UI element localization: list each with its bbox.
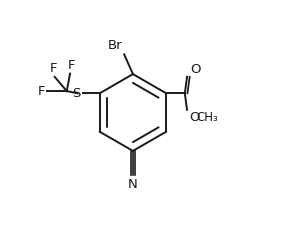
- Text: N: N: [128, 178, 138, 191]
- Text: O: O: [190, 111, 200, 124]
- Text: Br: Br: [107, 39, 122, 52]
- Text: CH₃: CH₃: [196, 111, 218, 124]
- Text: S: S: [72, 87, 81, 100]
- Text: O: O: [190, 63, 200, 76]
- Text: F: F: [67, 59, 75, 72]
- Text: F: F: [50, 62, 57, 75]
- Text: F: F: [38, 85, 45, 98]
